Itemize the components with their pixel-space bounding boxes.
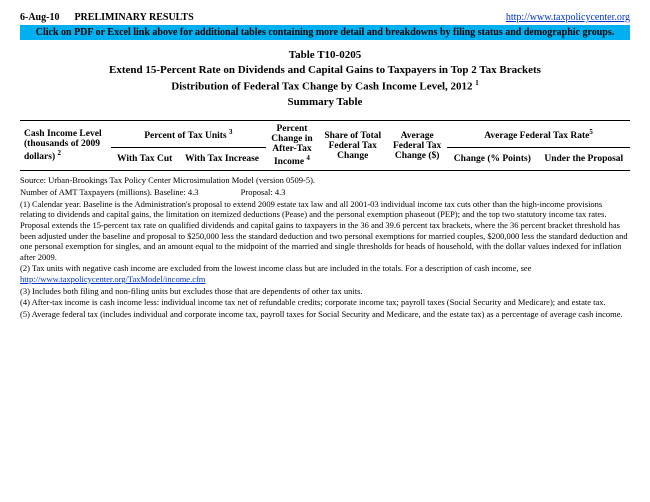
col-change-pts: Change (% Points) (447, 148, 537, 171)
summary-table: Cash Income Level (thousands of 2009 dol… (20, 120, 630, 171)
col-avg-change: Average Federal Tax Change ($) (387, 121, 447, 171)
col-with-cut: With Tax Cut (111, 148, 178, 171)
footnote-2-link[interactable]: http://www.taxpolicycenter.org/TaxModel/… (20, 274, 205, 284)
table-number: Table T10-0205 (20, 48, 630, 63)
date-text: 6-Aug-10 (20, 12, 59, 23)
footnote-1: (1) Calendar year. Baseline is the Admin… (20, 199, 630, 263)
title-line-3: Summary Table (20, 95, 630, 110)
footnote-3: (3) Includes both filing and non-filing … (20, 286, 630, 297)
footnote-5: (5) Average federal tax (includes indivi… (20, 309, 630, 320)
footnote-4: (4) After-tax income is cash income less… (20, 297, 630, 308)
col-with-increase: With Tax Increase (178, 148, 265, 171)
title-block: Table T10-0205 Extend 15-Percent Rate on… (20, 48, 630, 110)
status-text: PRELIMINARY RESULTS (74, 12, 193, 23)
top-bar: 6-Aug-10 PRELIMINARY RESULTS http://www.… (20, 10, 630, 25)
col-income: Cash Income Level (thousands of 2009 dol… (20, 121, 111, 171)
amt-proposal: Proposal: 4.3 (241, 187, 286, 198)
col-share: Share of Total Federal Tax Change (318, 121, 387, 171)
title-line-1: Extend 15-Percent Rate on Dividends and … (20, 63, 630, 78)
source-line: Source: Urban-Brookings Tax Policy Cente… (20, 175, 630, 186)
col-pct-units: Percent of Tax Units 3 (111, 121, 266, 148)
col-avg-rate: Average Federal Tax Rate5 (447, 121, 630, 148)
col-pct-change: Percent Change in After-Tax Income 4 (266, 121, 319, 171)
title-line-2: Distribution of Federal Tax Change by Ca… (20, 79, 630, 95)
footnote-2: (2) Tax units with negative cash income … (20, 263, 630, 284)
site-link[interactable]: http://www.taxpolicycenter.org (506, 12, 630, 23)
amt-baseline: Number of AMT Taxpayers (millions). Base… (20, 187, 199, 198)
footnotes: Source: Urban-Brookings Tax Policy Cente… (20, 175, 630, 319)
col-under-proposal: Under the Proposal (538, 148, 630, 171)
notice-bar: Click on PDF or Excel link above for add… (20, 25, 630, 40)
